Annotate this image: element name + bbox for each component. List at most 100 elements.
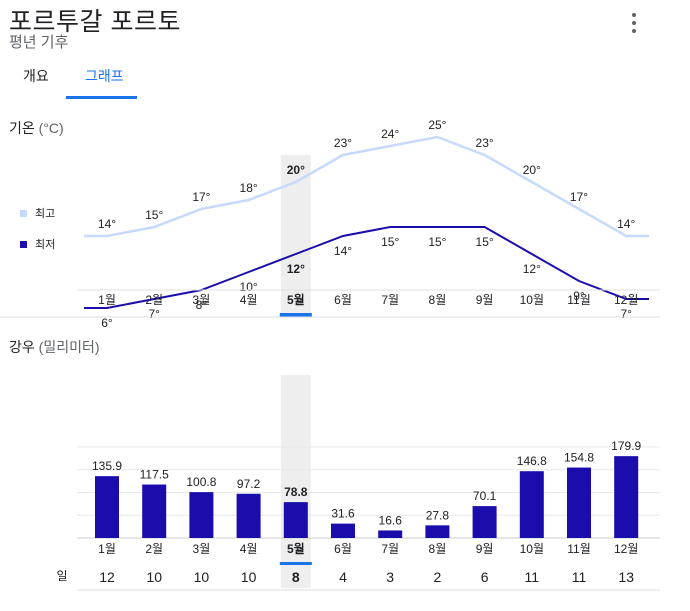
rain-month-label: 8월	[429, 542, 447, 556]
rain-value-label: 100.8	[186, 475, 216, 489]
rain-bar[interactable]	[189, 492, 214, 538]
rain-bar[interactable]	[378, 530, 403, 538]
page-subtitle: 평년 기후	[9, 34, 69, 51]
rain-month-label: 1월	[98, 542, 116, 556]
rain-month-label: 4월	[240, 542, 258, 556]
rain-bar[interactable]	[142, 484, 167, 538]
legend-low-swatch	[20, 241, 27, 248]
precipitation-section-title: 강우 (밀리미터)	[9, 337, 100, 357]
rain-days-value: 10	[241, 569, 257, 585]
tab-active-indicator	[66, 96, 137, 99]
temp-month-label: 8월	[429, 293, 447, 307]
temp-selected-month-indicator	[279, 313, 312, 317]
low-temp-label: 12°	[523, 262, 541, 276]
tab-graph[interactable]: 그래프	[85, 68, 124, 84]
temperature-unit: (°C)	[38, 120, 64, 136]
temperature-section-title: 기온 (°C)	[9, 118, 64, 138]
rain-month-label: 10월	[520, 542, 544, 556]
rain-value-label: 135.9	[92, 459, 122, 473]
rain-days-value: 2	[434, 569, 442, 585]
more-options-icon[interactable]	[624, 10, 644, 36]
high-temp-label: 24°	[381, 127, 399, 141]
selected-month-band-rain	[280, 375, 311, 588]
temp-month-label: 4월	[240, 293, 258, 307]
temp-month-label: 6월	[334, 293, 352, 307]
high-temp-label: 17°	[192, 190, 210, 204]
rain-bar[interactable]	[472, 506, 497, 538]
high-temperature-line	[84, 135, 649, 238]
high-temp-label: 23°	[334, 136, 352, 150]
low-temp-label: 15°	[476, 235, 494, 249]
temp-month-label: 1월	[98, 293, 116, 307]
low-temp-label: 14°	[334, 244, 352, 258]
high-temp-label: 17°	[570, 190, 588, 204]
high-temp-label: 15°	[145, 208, 163, 222]
low-temp-label: 12°	[287, 262, 305, 276]
high-temp-label: 18°	[240, 181, 258, 195]
high-temp-label: 20°	[523, 163, 541, 177]
low-temp-label: 7°	[148, 307, 160, 321]
rain-bar[interactable]	[283, 502, 308, 538]
temp-month-label: 12월	[614, 293, 638, 307]
low-temp-label: 10°	[240, 280, 258, 294]
rain-month-label: 9월	[476, 542, 494, 556]
temp-month-label: 7월	[381, 293, 399, 307]
rain-month-label: 2월	[145, 542, 163, 556]
rain-bar[interactable]	[95, 476, 119, 538]
rain-bar[interactable]	[614, 456, 639, 538]
rain-days-value: 11	[525, 569, 540, 585]
low-temp-label: 15°	[381, 235, 399, 249]
low-temp-label: 15°	[428, 235, 446, 249]
rain-days-value: 10	[146, 569, 162, 585]
rain-days-value: 10	[194, 569, 210, 585]
rain-value-label: 27.8	[426, 508, 450, 522]
rain-value-label: 179.9	[611, 439, 641, 453]
rain-value-label: 154.8	[564, 451, 594, 465]
rain-bar[interactable]	[236, 493, 261, 538]
rain-value-label: 70.1	[473, 489, 497, 503]
rain-days-label: 일	[56, 569, 67, 583]
temp-month-label: 5월	[287, 292, 305, 307]
rain-days-value: 4	[339, 569, 347, 585]
rain-value-label: 146.8	[517, 454, 547, 468]
precipitation-title: 강우	[9, 339, 35, 355]
rain-month-label: 5월	[287, 541, 305, 556]
rain-month-label: 11월	[567, 542, 591, 556]
low-temp-label: 9°	[573, 289, 585, 303]
rain-month-label: 6월	[334, 542, 352, 556]
rain-month-label: 12월	[614, 542, 638, 556]
rain-bar[interactable]	[331, 523, 355, 538]
temperature-title: 기온	[9, 120, 35, 136]
high-temp-label: 20°	[287, 163, 305, 177]
low-temp-label: 6°	[101, 316, 113, 330]
temp-month-label: 3월	[193, 293, 211, 307]
rain-month-label: 3월	[193, 542, 211, 556]
temp-month-label: 2월	[145, 293, 163, 307]
legend-high-swatch	[20, 210, 27, 217]
rain-days-value: 6	[481, 569, 489, 585]
high-temp-label: 23°	[476, 136, 494, 150]
page-title: 포르투갈 포르토	[9, 8, 181, 36]
high-temp-label: 14°	[617, 217, 635, 231]
temp-month-label: 9월	[476, 293, 494, 307]
rain-bar[interactable]	[519, 471, 544, 538]
tab-overview[interactable]: 개요	[23, 68, 49, 84]
rain-bar[interactable]	[567, 467, 591, 538]
rain-value-label: 78.8	[284, 485, 308, 499]
selected-month-band-temp	[280, 155, 311, 315]
low-temperature-line	[84, 226, 649, 309]
temp-month-label: 10월	[520, 293, 544, 307]
precipitation-unit: (밀리미터)	[38, 339, 100, 355]
rain-value-label: 117.5	[140, 468, 169, 482]
rain-days-value: 8	[292, 569, 300, 585]
rain-days-value: 12	[99, 569, 115, 585]
legend-high-label: 최고	[35, 207, 55, 220]
rain-value-label: 31.6	[331, 507, 355, 521]
low-temp-label: 8°	[196, 298, 208, 312]
low-temp-label: 7°	[620, 307, 632, 321]
rain-bar[interactable]	[425, 525, 450, 538]
rain-month-label: 7월	[381, 542, 399, 556]
rain-days-value: 13	[618, 569, 634, 585]
legend-low-label: 최저	[35, 238, 55, 251]
